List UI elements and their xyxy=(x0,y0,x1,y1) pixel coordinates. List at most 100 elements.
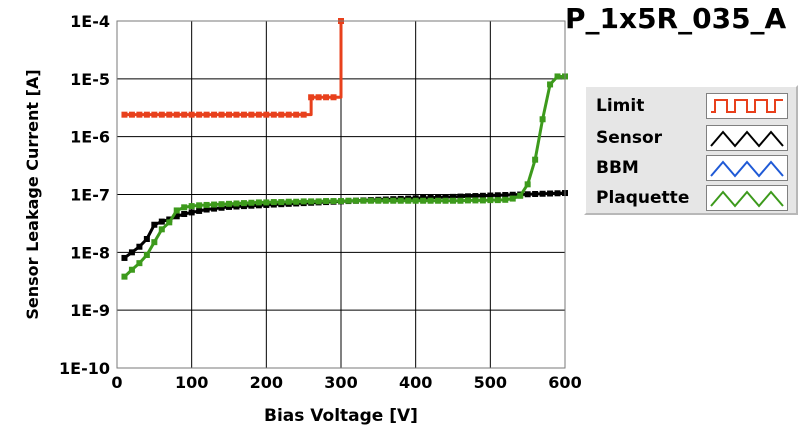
data-point-plaquette xyxy=(360,197,367,204)
legend-item-plaquette: Plaquette xyxy=(586,183,796,213)
data-point-limit xyxy=(300,111,307,118)
data-point-plaquette xyxy=(479,197,486,204)
data-point-plaquette xyxy=(270,199,277,206)
data-point-limit xyxy=(196,111,203,118)
y-tick-label: 1E-8 xyxy=(70,243,110,262)
x-axis-label: Bias Voltage [V] xyxy=(264,406,418,426)
data-point-plaquette xyxy=(412,197,419,204)
data-point-limit xyxy=(188,111,195,118)
data-point-limit xyxy=(233,111,240,118)
data-point-sensor xyxy=(509,191,516,198)
legend-swatch-plaquette xyxy=(706,185,788,211)
data-point-plaquette xyxy=(539,116,546,123)
data-point-sensor xyxy=(240,203,247,210)
data-point-plaquette xyxy=(121,273,128,280)
data-point-sensor xyxy=(472,193,479,200)
data-point-plaquette xyxy=(300,198,307,205)
data-point-sensor xyxy=(173,213,180,220)
data-point-plaquette xyxy=(405,197,412,204)
data-point-limit xyxy=(226,111,232,118)
data-point-plaquette xyxy=(293,198,300,205)
data-point-sensor xyxy=(539,190,546,197)
data-point-limit xyxy=(285,111,292,118)
data-point-plaquette xyxy=(255,199,262,206)
data-point-limit xyxy=(218,111,225,118)
data-point-plaquette xyxy=(457,197,464,204)
data-point-plaquette xyxy=(315,198,322,205)
data-point-limit xyxy=(308,94,315,101)
data-point-plaquette xyxy=(240,200,247,207)
data-point-sensor xyxy=(181,211,188,218)
data-point-plaquette xyxy=(435,197,442,204)
data-point-plaquette xyxy=(308,198,315,205)
data-point-limit xyxy=(181,111,188,118)
data-point-sensor xyxy=(532,191,539,198)
data-point-sensor xyxy=(435,194,442,201)
data-point-limit xyxy=(136,111,143,118)
data-point-plaquette xyxy=(367,197,374,204)
data-point-sensor xyxy=(233,203,240,210)
data-point-sensor xyxy=(196,207,203,214)
data-point-plaquette xyxy=(427,197,434,204)
data-point-sensor xyxy=(136,243,143,250)
data-point-sensor xyxy=(211,205,218,212)
data-point-plaquette xyxy=(524,181,531,188)
data-point-plaquette xyxy=(143,251,150,258)
x-tick-label: 600 xyxy=(548,373,581,392)
y-tick-label: 1E-10 xyxy=(59,359,110,378)
data-point-sensor xyxy=(143,236,150,243)
data-point-plaquette xyxy=(151,239,158,246)
legend-swatch-limit xyxy=(706,93,788,119)
data-point-limit xyxy=(203,111,210,118)
data-point-plaquette xyxy=(502,196,509,203)
data-point-sensor xyxy=(158,218,165,225)
data-point-sensor xyxy=(226,203,232,210)
data-point-plaquette xyxy=(323,198,330,205)
x-tick-label: 100 xyxy=(175,373,208,392)
data-point-plaquette xyxy=(211,201,218,208)
data-point-plaquette xyxy=(472,197,479,204)
data-point-limit xyxy=(278,111,285,118)
x-tick-label: 400 xyxy=(399,373,432,392)
data-point-plaquette xyxy=(375,197,382,204)
data-point-plaquette xyxy=(158,226,165,233)
data-point-plaquette xyxy=(338,198,344,205)
data-point-limit xyxy=(211,111,218,118)
data-point-plaquette xyxy=(188,203,195,210)
data-point-plaquette xyxy=(196,202,203,209)
x-tick-label: 0 xyxy=(111,373,122,392)
x-tick-label: 300 xyxy=(324,373,357,392)
data-point-plaquette xyxy=(166,219,173,226)
data-point-plaquette xyxy=(181,204,188,211)
y-tick-label: 1E-7 xyxy=(70,186,110,205)
legend-label: Limit xyxy=(596,96,645,116)
data-point-sensor xyxy=(128,249,135,256)
data-point-plaquette xyxy=(487,197,494,204)
data-point-limit xyxy=(255,111,262,118)
data-point-plaquette xyxy=(248,199,255,206)
legend-swatch-icon xyxy=(711,99,783,113)
data-point-limit xyxy=(173,111,180,118)
data-point-limit xyxy=(315,94,322,101)
data-point-plaquette xyxy=(397,197,404,204)
chart-title: P_1x5R_035_A xyxy=(565,2,787,35)
data-point-limit xyxy=(166,111,173,118)
data-point-plaquette xyxy=(442,197,449,204)
data-point-sensor xyxy=(218,204,225,211)
x-tick-label: 500 xyxy=(474,373,507,392)
data-point-plaquette xyxy=(128,266,135,273)
data-point-plaquette xyxy=(547,81,554,88)
data-point-plaquette xyxy=(532,156,539,163)
data-point-plaquette xyxy=(226,200,232,207)
data-point-sensor xyxy=(547,190,554,197)
data-point-limit xyxy=(263,111,270,118)
data-point-plaquette xyxy=(285,198,292,205)
data-point-sensor xyxy=(524,191,531,198)
y-tick-label: 1E-6 xyxy=(70,128,110,147)
legend-label: BBM xyxy=(596,158,639,178)
legend-swatch-icon xyxy=(710,190,784,208)
data-point-plaquette xyxy=(554,73,561,80)
legend-label: Plaquette xyxy=(596,188,690,208)
data-point-plaquette xyxy=(330,198,337,205)
